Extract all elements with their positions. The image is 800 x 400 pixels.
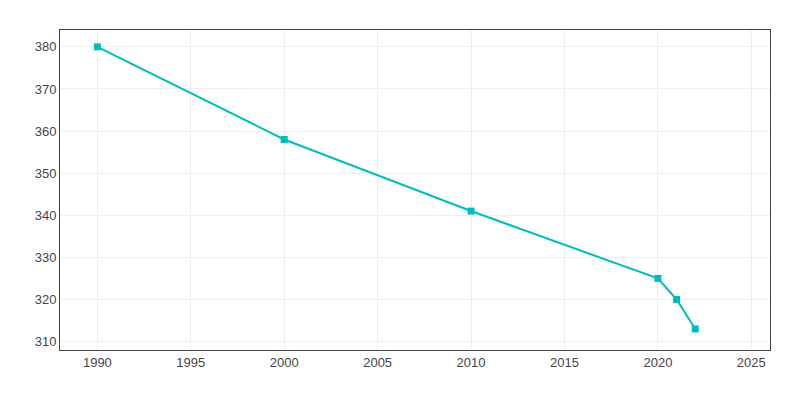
svg-text:320: 320 bbox=[35, 292, 57, 307]
svg-text:310: 310 bbox=[35, 334, 57, 349]
svg-text:2005: 2005 bbox=[363, 355, 392, 370]
svg-text:2010: 2010 bbox=[457, 355, 486, 370]
svg-text:340: 340 bbox=[35, 208, 57, 223]
svg-text:2025: 2025 bbox=[737, 355, 766, 370]
svg-text:2020: 2020 bbox=[643, 355, 672, 370]
svg-text:380: 380 bbox=[35, 39, 57, 54]
svg-text:2015: 2015 bbox=[550, 355, 579, 370]
svg-text:370: 370 bbox=[35, 82, 57, 97]
svg-text:360: 360 bbox=[35, 124, 57, 139]
svg-text:2000: 2000 bbox=[270, 355, 299, 370]
svg-text:1990: 1990 bbox=[83, 355, 112, 370]
svg-text:350: 350 bbox=[35, 166, 57, 181]
svg-text:1995: 1995 bbox=[176, 355, 205, 370]
svg-text:330: 330 bbox=[35, 250, 57, 265]
